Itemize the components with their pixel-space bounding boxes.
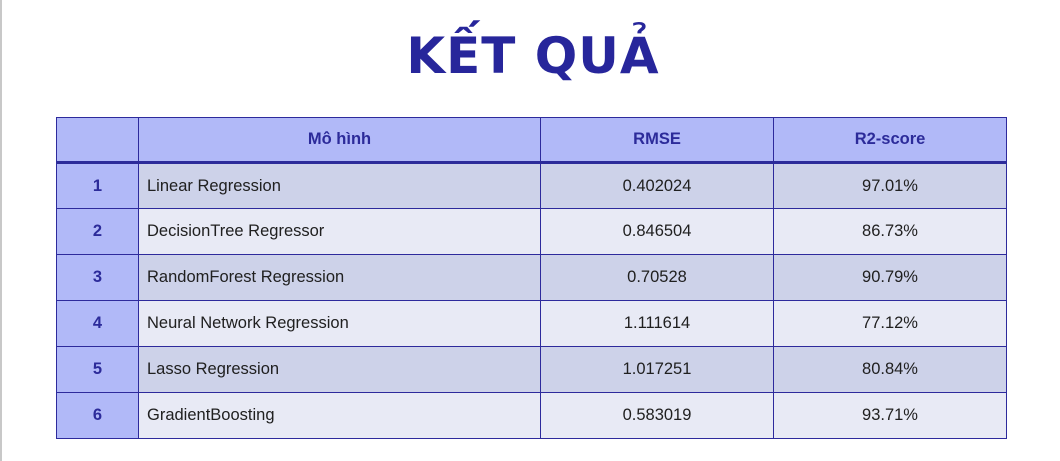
row-rmse: 1.111614 [540,300,774,347]
row-index: 5 [56,346,139,393]
row-r2: 80.84% [773,346,1007,393]
table-header-row: Mô hình RMSE R2-score [56,117,1007,164]
row-rmse: 0.402024 [540,162,774,209]
slide-title: KẾT QUẢ [406,27,660,85]
row-index: 6 [56,392,139,439]
table-row: 2 DecisionTree Regressor 0.846504 86.73% [56,208,1007,255]
row-r2: 86.73% [773,208,1007,255]
header-model: Mô hình [138,117,541,164]
row-index: 4 [56,300,139,347]
table-row: 3 RandomForest Regression 0.70528 90.79% [56,254,1007,301]
row-model: RandomForest Regression [138,254,541,301]
row-model: Neural Network Regression [138,300,541,347]
row-model: Lasso Regression [138,346,541,393]
table-row: 5 Lasso Regression 1.017251 80.84% [56,346,1007,393]
row-r2: 90.79% [773,254,1007,301]
row-model: DecisionTree Regressor [138,208,541,255]
row-model: Linear Regression [138,162,541,209]
slide-left-edge [0,0,2,461]
row-model: GradientBoosting [138,392,541,439]
results-table: Mô hình RMSE R2-score 1 Linear Regressio… [56,117,1007,439]
row-index: 2 [56,208,139,255]
row-index: 3 [56,254,139,301]
row-r2: 77.12% [773,300,1007,347]
table-row: 1 Linear Regression 0.402024 97.01% [56,162,1007,209]
row-rmse: 0.70528 [540,254,774,301]
row-index: 1 [56,162,139,209]
row-r2: 97.01% [773,162,1007,209]
table-row: 6 GradientBoosting 0.583019 93.71% [56,392,1007,439]
row-rmse: 0.846504 [540,208,774,255]
row-rmse: 1.017251 [540,346,774,393]
header-r2: R2-score [773,117,1007,164]
header-rmse: RMSE [540,117,774,164]
table-row: 4 Neural Network Regression 1.111614 77.… [56,300,1007,347]
row-r2: 93.71% [773,392,1007,439]
header-index [56,117,139,164]
row-rmse: 0.583019 [540,392,774,439]
